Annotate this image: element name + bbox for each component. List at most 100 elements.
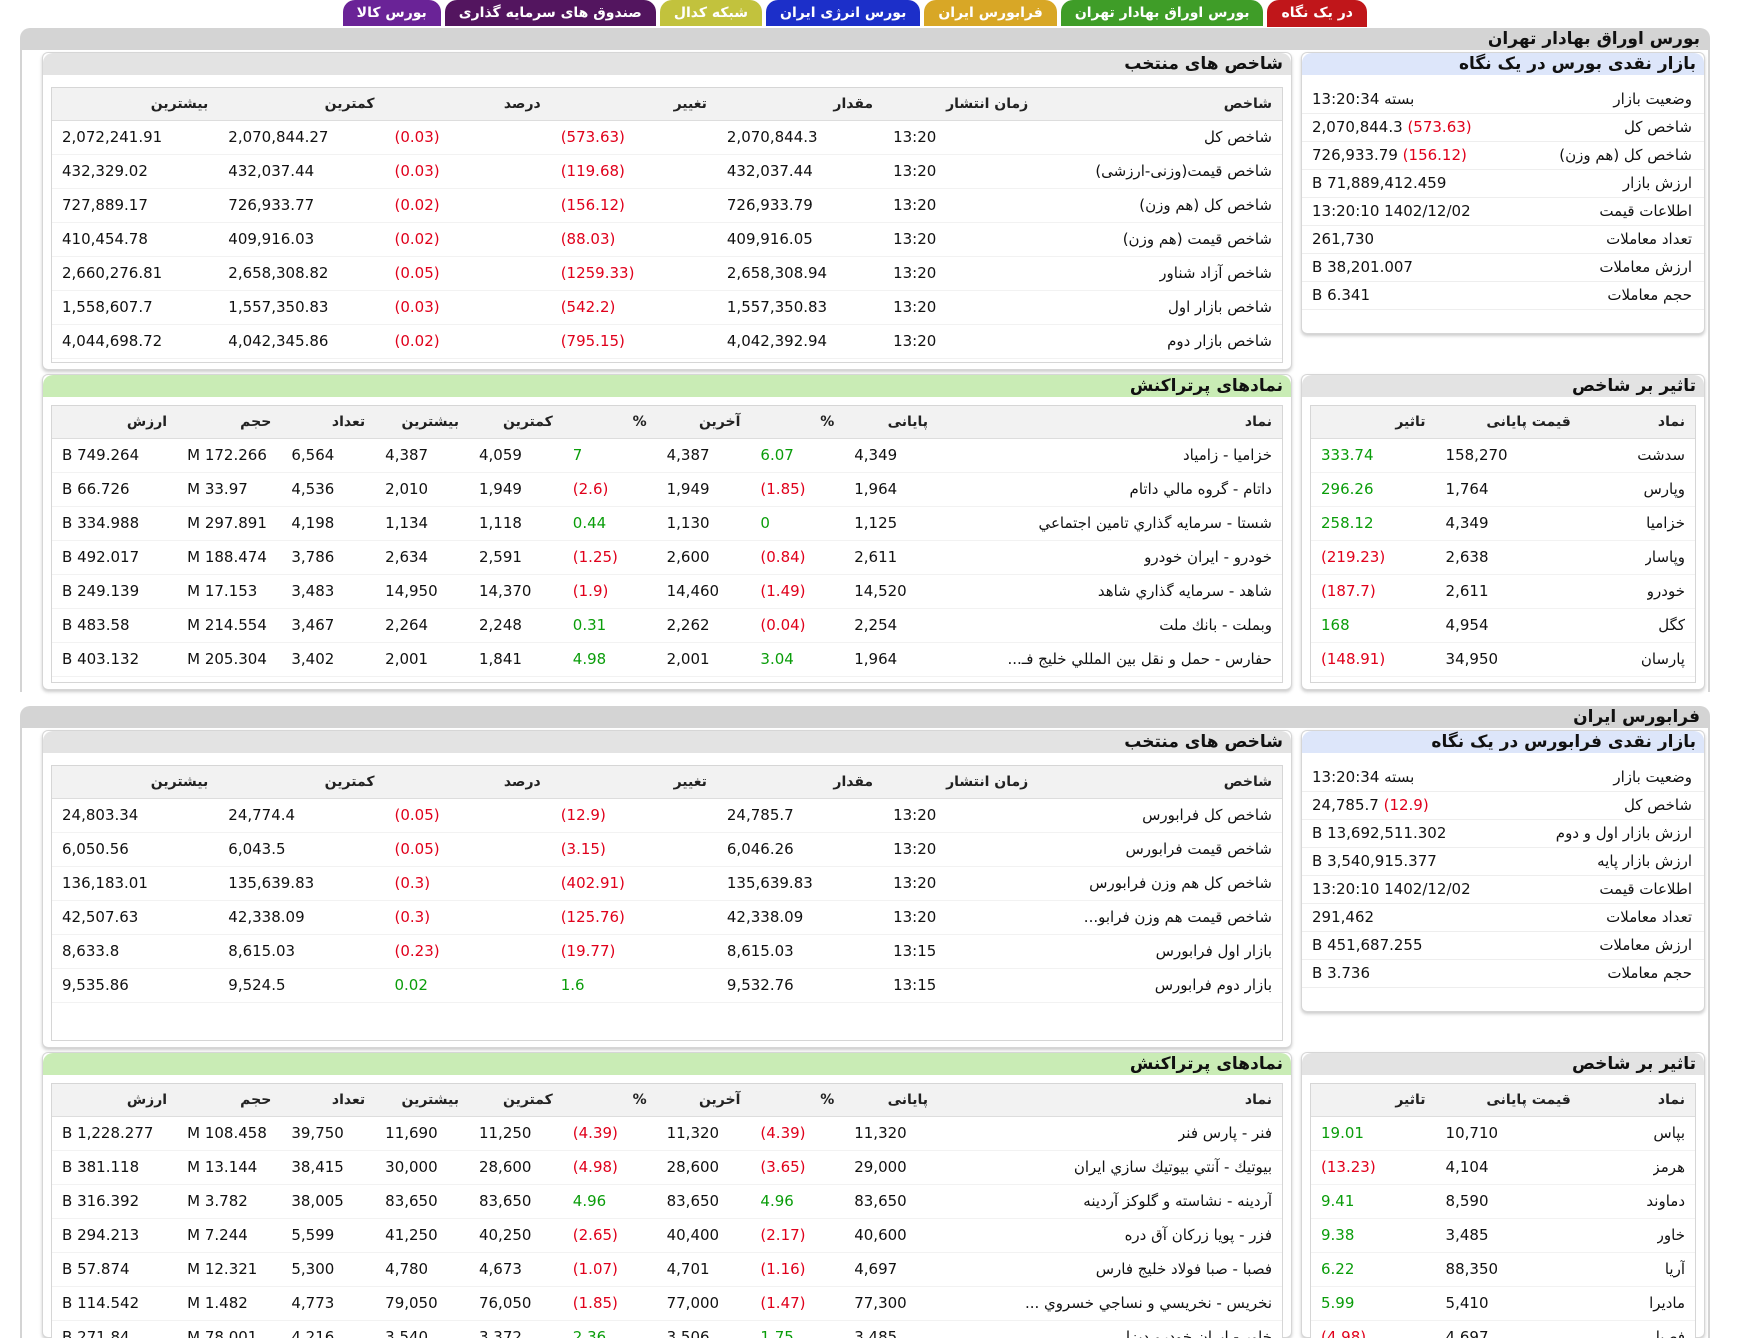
symbol-link[interactable]: شاخص کل [1203,128,1272,146]
column-header[interactable]: تعداد [281,406,376,439]
table-row[interactable]: کگل 4,954 168 [1311,608,1695,643]
column-header[interactable]: کمترین [468,1084,563,1117]
symbol-link[interactable]: فنر - پارس فنر [1178,1124,1272,1142]
table-row[interactable]: خزامیا 4,349 258.12 [1311,506,1695,541]
table-row[interactable]: خاور 3,485 9.38 [1311,1218,1695,1253]
table-row[interactable]: خاور - ايران خودرو ديزل 3,485 1.75 3,506 2.3… [52,1320,1282,1338]
column-header[interactable]: پایانی [844,1084,939,1117]
symbol-link[interactable]: شاخص قیمت هم وزن فرابو... [1083,908,1272,926]
table-row[interactable]: شاخص کل (هم وزن) 13:20 726,933.79 (156.12) (… [52,188,1282,223]
table-row[interactable]: شاخص بازار اول 13:20 1,557,350.83 (542.2) (0… [52,290,1282,325]
symbol-link[interactable]: حفارس - حمل و نقل بين المللي خليج فـ... [1007,650,1273,668]
tab-6[interactable]: بورس کالا [342,0,441,26]
column-header[interactable]: تغییر [550,766,717,799]
column-header[interactable]: تغییر [550,88,717,121]
symbol-link[interactable]: بازار دوم فرابورس [1154,976,1272,994]
symbol-link[interactable]: خودرو - ايران خودرو [1144,548,1272,566]
column-header[interactable]: زمان انتشار [883,766,1039,799]
symbol-link[interactable]: بيوتيك - آنتي بيوتيك سازي ايران [1073,1158,1272,1176]
symbol-link[interactable]: خاور [1656,1226,1685,1244]
column-header[interactable]: نماد [938,406,1282,439]
table-row[interactable]: مادیرا 5,410 5.99 [1311,1286,1695,1321]
symbol-link[interactable]: وبملت - بانك ملت [1159,616,1272,634]
symbol-link[interactable]: شاخص کل هم وزن فرابورس [1089,874,1272,892]
table-row[interactable]: وپارس 1,764 296.26 [1311,472,1695,507]
table-row[interactable]: شستا - سرمايه گذاري تامين اجتماعي 1,125 0 1… [52,506,1282,541]
symbol-link[interactable]: بازار اول فرابورس [1155,942,1272,960]
column-header[interactable]: % [562,406,657,439]
symbol-link[interactable]: وپاسار [1644,548,1685,566]
table-row[interactable]: شاخص کل فرابورس 13:20 24,785.7 (12.9) (0.05)… [52,798,1282,833]
column-header[interactable]: پایانی [844,406,939,439]
symbol-link[interactable]: مادیرا [1649,1294,1685,1312]
symbol-link[interactable]: شاخص بازار دوم [1167,332,1272,350]
symbol-link[interactable]: هرمز [1652,1158,1686,1176]
column-header[interactable]: قیمت پایانی [1435,406,1581,439]
table-row[interactable]: شاخص قیمت هم وزن فرابو... 13:20 42,338.09 (… [52,900,1282,935]
symbol-link[interactable]: شاخص بازار اول [1167,298,1272,316]
table-row[interactable]: بازار دوم فرابورس 13:15 9,532.76 1.6 0.02 9,5… [52,968,1282,1003]
column-header[interactable]: بیشترین [52,88,219,121]
symbol-link[interactable]: شاخص آزاد شناور [1159,264,1272,282]
column-header[interactable]: حجم [177,1084,282,1117]
symbol-link[interactable]: آردينه - نشاسته و گلوكز آردينه [1083,1192,1272,1210]
tab-2[interactable]: فرابورس ایران [924,0,1057,26]
column-header[interactable]: % [750,406,845,439]
tab-3[interactable]: بورس انرژی ایران [766,0,921,26]
column-header[interactable]: ارزش [52,406,178,439]
table-row[interactable]: دماوند 8,590 9.41 [1311,1184,1695,1219]
symbol-link[interactable]: بپاس [1653,1124,1685,1142]
tab-1[interactable]: بورس اوراق بهادار تهران [1060,0,1264,26]
symbol-link[interactable]: کگل [1658,616,1685,634]
column-header[interactable]: شاخص [1038,88,1282,121]
symbol-link[interactable]: شاهد - سرمايه گذاري شاهد [1097,582,1272,600]
symbol-link[interactable]: داتام - گروه مالي داتام [1129,480,1272,498]
table-row[interactable]: فزر - پويا زركان آق دره 40,600 (2.17) 40,40… [52,1218,1282,1253]
table-row[interactable]: شاخص بازار دوم 13:20 4,042,392.94 (795.15) (… [52,324,1282,359]
table-row[interactable]: آریا 88,350 6.22 [1311,1252,1695,1287]
tab-4[interactable]: شبکه کدال [659,0,762,26]
table-row[interactable]: شاخص قیمت(وزنی-ارزشی) 13:20 432,037.44 (119… [52,154,1282,189]
symbol-link[interactable]: دماوند [1646,1192,1685,1210]
column-header[interactable]: قیمت پایانی [1435,1084,1581,1117]
symbol-link[interactable]: فزر - پويا زركان آق دره [1124,1226,1272,1244]
column-header[interactable]: بیشترین [52,766,219,799]
column-header[interactable]: ارزش [52,1084,178,1117]
symbol-link[interactable]: آریا [1664,1260,1685,1278]
column-header[interactable]: مقدار [716,766,884,799]
table-row[interactable]: آردينه - نشاسته و گلوكز آردينه 83,650 4.96… [52,1184,1282,1219]
table-row[interactable]: فنر - پارس فنر 11,320 (4.39) 11,320 (4.39) 11… [52,1116,1282,1151]
table-row[interactable]: شاخص آزاد شناور 13:20 2,658,308.94 (1259.33… [52,256,1282,291]
symbol-link[interactable]: وپارس [1643,480,1685,498]
table-row[interactable]: وبملت - بانك ملت 2,254 (0.04) 2,262 0.31 2,24… [52,608,1282,643]
symbol-link[interactable]: شستا - سرمايه گذاري تامين اجتماعي [1038,514,1272,532]
table-row[interactable]: خزامیا - زامیاد 4,349 6.07 4,387 7 4,059 4,387… [52,438,1282,473]
symbol-link[interactable]: خودرو [1646,582,1685,600]
column-header[interactable]: تاثیر [1311,1084,1436,1117]
table-row[interactable]: شاخص کل 13:20 2,070,844.3 (573.63) (0.03) 2,0… [52,120,1282,155]
column-header[interactable]: % [750,1084,845,1117]
symbol-link[interactable]: شاخص قیمت(وزنی-ارزشی) [1095,162,1272,180]
symbol-link[interactable]: خزامیا [1646,514,1685,532]
column-header[interactable]: نماد [1580,406,1695,439]
symbol-link[interactable]: شاخص کل (هم وزن) [1139,196,1272,214]
column-header[interactable]: نماد [1580,1084,1695,1117]
column-header[interactable]: زمان انتشار [883,88,1039,121]
table-row[interactable]: شاخص قیمت (هم وزن) 13:20 409,916.05 (88.03)… [52,222,1282,257]
symbol-link[interactable]: پارسان [1640,650,1685,668]
column-header[interactable]: کمترین [468,406,563,439]
column-header[interactable]: بیشترین [375,406,469,439]
table-row[interactable]: بازار اول فرابورس 13:15 8,615.03 (19.77) (0.… [52,934,1282,969]
table-row[interactable]: بيوتيك - آنتي بيوتيك سازي ايران 29,000 (3.… [52,1150,1282,1185]
table-row[interactable]: هرمز 4,104 (13.23) [1311,1150,1695,1185]
table-row[interactable]: شاهد - سرمايه گذاري شاهد 14,520 (1.49) 14,4… [52,574,1282,609]
symbol-link[interactable]: شاخص قیمت فرابورس [1125,840,1272,858]
column-header[interactable]: آخرین [656,1084,751,1117]
table-row[interactable]: بپاس 10,710 19.01 [1311,1116,1695,1151]
column-header[interactable]: تاثیر [1311,406,1436,439]
table-row[interactable]: خودرو 2,611 (187.7) [1311,574,1695,609]
symbol-link[interactable]: فصبا [1655,1328,1685,1338]
table-row[interactable]: داتام - گروه مالي داتام 1,964 (1.85) 1,949 (… [52,472,1282,507]
table-row[interactable]: وپاسار 2,638 (219.23) [1311,540,1695,575]
column-header[interactable]: بیشترین [375,1084,469,1117]
